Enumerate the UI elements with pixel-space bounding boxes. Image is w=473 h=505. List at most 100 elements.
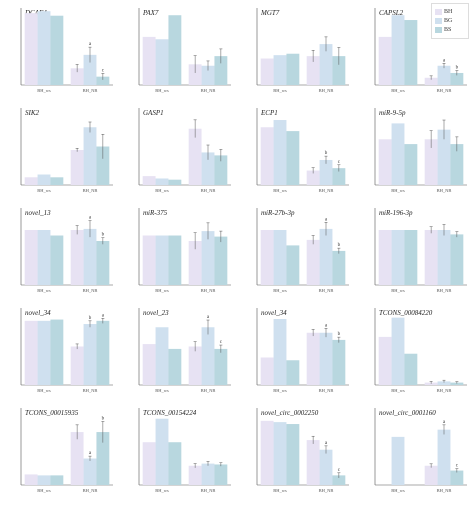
chart-title: TCONS_00084220 [379,309,433,317]
significance-label: b [456,66,459,71]
legend-label: BS [444,27,452,33]
bar [155,178,169,185]
x-tick-label: BH_NB [83,488,98,493]
bar [332,250,346,285]
chart-panel: TCONS_00015935 BH_ws a b BH_NB [20,408,113,493]
bar [391,436,405,485]
significance-label: a [207,315,210,320]
bar [96,146,110,185]
bar [50,177,64,185]
bar [286,53,300,85]
chart-title: miR-196-3p [379,209,413,217]
legend-label: BH [444,9,453,15]
bar [404,20,418,85]
bar [168,348,182,385]
bar [37,320,51,385]
significance-label: c [456,464,459,469]
bar [273,319,287,385]
bar [24,474,38,485]
bar [201,65,215,85]
chart-title: MGT7 [260,9,280,17]
chart-panel: miR-9-5p BH_ws BH_NB [374,108,467,193]
chart-panel: MGT7 BH_ws BH_NB [256,8,349,93]
bar [70,150,84,185]
chart-panel: novel_34 BH_ws a b BH_NB [256,308,349,393]
bar [306,440,320,485]
x-tick-label: BH_ws [37,288,51,293]
x-tick-label: BH_ws [273,388,287,393]
bar [201,231,215,285]
chart-title: miR-9-5p [379,109,406,117]
x-tick-label: BH_ws [391,288,405,293]
x-tick-label: BH_NB [319,388,334,393]
x-tick-label: BH_NB [83,188,98,193]
bar [437,381,451,385]
significance-label: a [325,323,328,328]
chart-panel: CAPSL2 BH_ws a b BH_NB [374,8,467,93]
bar [24,230,38,285]
bar [319,44,333,85]
bar [188,465,202,485]
bar [142,235,156,285]
x-tick-label: BH_ws [273,488,287,493]
bar [332,339,346,385]
x-tick-label: BH_NB [201,88,216,93]
chart-title: CAPSL2 [379,9,404,17]
bar [319,228,333,285]
bar [214,348,228,385]
chart-panel: novel_34 BH_ws b a BH_NB [20,308,113,393]
bar [168,442,182,485]
bar [50,235,64,285]
x-tick-label: BH_NB [319,488,334,493]
bar [450,144,464,185]
bar [50,475,64,485]
bar [306,332,320,385]
bar [306,170,320,185]
chart-title: novel_23 [143,309,169,317]
bar [391,317,405,385]
bar [214,155,228,185]
bar [319,449,333,485]
x-tick-label: BH_ws [155,188,169,193]
chart-panel: novel_13 BH_ws a b BH_NB [20,208,113,293]
significance-label: b [89,316,92,321]
chart-panel: miR-27b-3p BH_ws a b BH_NB [256,208,349,293]
legend-swatch [435,18,442,24]
x-tick-label: BH_NB [201,388,216,393]
chart-title: SIK2 [25,109,40,117]
bar [391,123,405,185]
bar [306,56,320,85]
bar [214,464,228,485]
bar [437,65,451,85]
x-tick-label: BH_ws [155,288,169,293]
chart-panel: miR-375 BH_ws BH_NB [138,208,231,293]
bar [24,320,38,385]
bar [214,56,228,85]
chart-title: miR-27b-3p [261,209,295,217]
x-tick-label: BH_ws [391,188,405,193]
bar [286,360,300,385]
bar [188,241,202,285]
bar [70,230,84,285]
bar [83,228,97,285]
x-tick-label: BH_NB [83,388,98,393]
bar [83,54,97,85]
chart-panel: ECP1 BH_ws b c BH_NB [256,108,349,193]
bar [260,357,274,385]
x-tick-label: BH_ws [391,88,405,93]
bar [37,174,51,185]
bar [70,346,84,385]
significance-label: a [443,420,446,425]
bar [286,131,300,185]
bar [168,15,182,85]
chart-panel: miR-196-3p BH_ws BH_NB [374,208,467,293]
bar [96,241,110,285]
x-tick-label: BH_NB [437,488,452,493]
chart-title: novel_circ_0002250 [261,409,319,417]
significance-label: a [325,217,328,222]
x-tick-label: BH_ws [273,88,287,93]
x-tick-label: BH_NB [437,288,452,293]
chart-panel: novel_circ_0002250 BH_ws a c BH_NB [256,408,349,493]
bar [168,179,182,185]
